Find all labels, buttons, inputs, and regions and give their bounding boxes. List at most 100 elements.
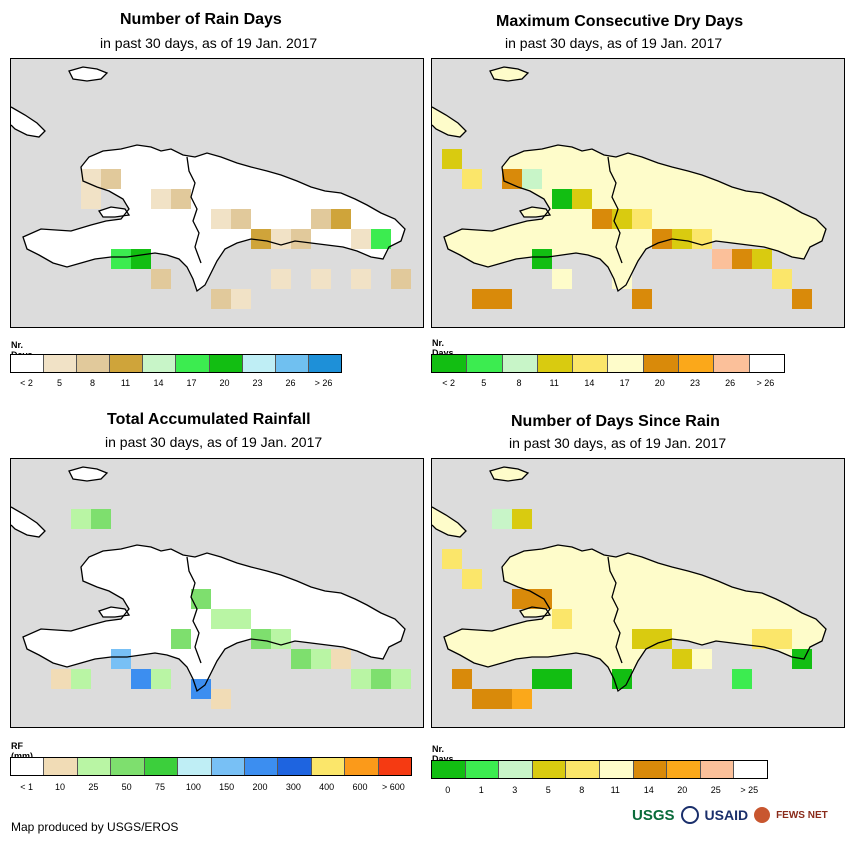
logo-strip: USGS USAID FEWS NET bbox=[632, 806, 828, 824]
legend-title: Nr. Days bbox=[432, 338, 454, 358]
legend-swatch bbox=[749, 355, 784, 372]
legend-swatch bbox=[667, 761, 701, 778]
legend-swatch bbox=[532, 761, 567, 778]
panel-subtitle: in past 30 days, as of 19 Jan. 2017 bbox=[509, 435, 727, 451]
legend-label: 100 bbox=[185, 782, 201, 792]
legend-swatch bbox=[77, 758, 112, 775]
legend-label: 14 bbox=[584, 378, 595, 388]
grid-cell bbox=[462, 169, 482, 189]
legend-bar bbox=[431, 354, 785, 373]
legend-label: 26 bbox=[285, 378, 296, 388]
legend-title: RF (mm) bbox=[11, 741, 33, 761]
grid-cell bbox=[512, 509, 532, 529]
legend-title: Nr. Days bbox=[432, 744, 454, 764]
grid-cell bbox=[512, 689, 532, 709]
grid-cell bbox=[492, 289, 512, 309]
legend-bar bbox=[431, 760, 768, 779]
grid-cell bbox=[231, 209, 251, 229]
grid-cell bbox=[91, 509, 111, 529]
grid-cell bbox=[271, 629, 291, 649]
grid-cell bbox=[291, 229, 311, 249]
legend-label: 23 bbox=[252, 378, 263, 388]
legend-label: 50 bbox=[121, 782, 132, 792]
grid-cell bbox=[151, 189, 171, 209]
country-border bbox=[186, 556, 202, 664]
legend-label: 14 bbox=[153, 378, 164, 388]
legend-label: > 26 bbox=[756, 378, 775, 388]
legend-label: 11 bbox=[549, 378, 559, 388]
legend-swatch bbox=[44, 758, 78, 775]
legend-swatch bbox=[467, 355, 503, 372]
grid-cell bbox=[712, 249, 732, 269]
legend-swatch bbox=[144, 758, 179, 775]
legend-label: 20 bbox=[677, 785, 688, 795]
legend-label: 5 bbox=[545, 785, 551, 795]
legend-label: 300 bbox=[285, 782, 301, 792]
legend-label: 10 bbox=[54, 782, 66, 792]
grid-cell bbox=[732, 249, 752, 269]
grid-cell bbox=[692, 229, 712, 249]
panel-title: Number of Rain Days bbox=[120, 11, 282, 28]
legend-swatch bbox=[308, 355, 341, 372]
grid-cell bbox=[792, 289, 812, 309]
grid-cell bbox=[111, 249, 131, 269]
grid-cell bbox=[652, 229, 672, 249]
legend-swatch bbox=[110, 355, 144, 372]
coastline bbox=[22, 544, 406, 693]
legend-label: 11 bbox=[610, 785, 620, 795]
legend-swatch bbox=[502, 355, 538, 372]
grid-cell bbox=[672, 649, 692, 669]
grid-cell bbox=[371, 229, 391, 249]
grid-cell bbox=[211, 689, 231, 709]
legend-swatch bbox=[465, 761, 500, 778]
map-layer bbox=[11, 466, 411, 709]
grid-cell bbox=[171, 629, 191, 649]
legend-label: 75 bbox=[154, 782, 166, 792]
grid-cell bbox=[331, 649, 351, 669]
legend-label: < 2 bbox=[442, 378, 455, 388]
legend-swatch bbox=[44, 355, 78, 372]
legend-swatch bbox=[566, 761, 600, 778]
legend-swatch bbox=[734, 761, 767, 778]
legend-swatch bbox=[244, 758, 279, 775]
grid-cell bbox=[442, 149, 462, 169]
grid-cell bbox=[552, 269, 572, 289]
grid-cell bbox=[131, 669, 151, 689]
credit-text: Map produced by USGS/EROS bbox=[11, 820, 179, 834]
grid-cell bbox=[732, 669, 752, 689]
grid-cell bbox=[552, 609, 572, 629]
legend-label: 14 bbox=[643, 785, 654, 795]
legend-label: 25 bbox=[710, 785, 721, 795]
grid-cell bbox=[231, 609, 251, 629]
legend-swatch bbox=[573, 355, 609, 372]
legend-swatch bbox=[537, 355, 574, 372]
grid-cell bbox=[151, 269, 171, 289]
legend-label: 26 bbox=[725, 378, 736, 388]
legend-label: 8 bbox=[89, 378, 96, 388]
legend-swatch bbox=[499, 761, 533, 778]
map-layer bbox=[432, 466, 827, 709]
coastline bbox=[443, 544, 827, 693]
grid-cell bbox=[472, 289, 492, 309]
coastline bbox=[489, 66, 530, 82]
country-border bbox=[186, 156, 202, 264]
legend-bar bbox=[10, 757, 412, 776]
coastline bbox=[518, 606, 552, 618]
grid-cell bbox=[81, 189, 101, 209]
coastline bbox=[11, 506, 46, 538]
map-layer bbox=[432, 66, 827, 309]
grid-cell bbox=[211, 609, 231, 629]
legend-swatch bbox=[700, 761, 735, 778]
grid-cell bbox=[512, 589, 532, 609]
coastline bbox=[432, 106, 467, 138]
legend-label: 23 bbox=[689, 378, 701, 388]
legend-swatch bbox=[143, 355, 177, 372]
grid-cell bbox=[452, 669, 472, 689]
legend-swatch bbox=[77, 355, 111, 372]
grid-cell bbox=[391, 669, 411, 689]
legend-swatch bbox=[643, 355, 680, 372]
grid-cell bbox=[71, 509, 91, 529]
grid-cell bbox=[391, 269, 411, 289]
country-border bbox=[607, 556, 623, 664]
grid-cell bbox=[672, 229, 692, 249]
